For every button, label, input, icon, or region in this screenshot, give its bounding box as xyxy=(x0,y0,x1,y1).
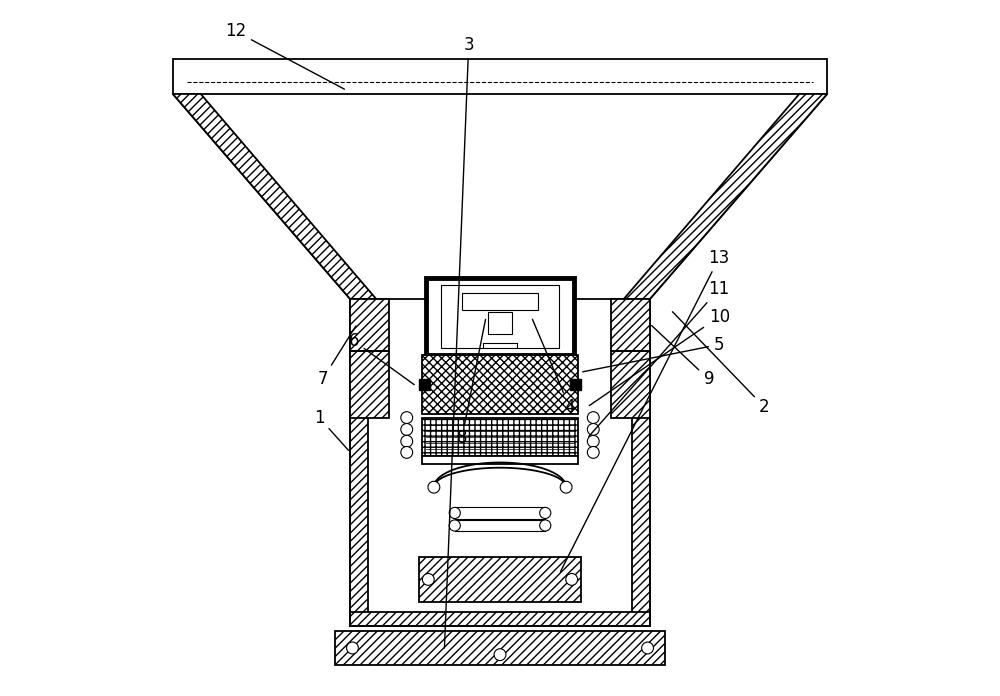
Circle shape xyxy=(401,412,413,423)
Circle shape xyxy=(401,447,413,459)
Bar xyxy=(350,612,650,626)
Circle shape xyxy=(587,423,599,436)
Text: 1: 1 xyxy=(314,409,348,450)
Circle shape xyxy=(587,412,599,423)
Circle shape xyxy=(422,574,434,585)
Circle shape xyxy=(401,436,413,448)
Circle shape xyxy=(587,447,599,459)
Bar xyxy=(350,351,389,418)
Circle shape xyxy=(566,574,578,585)
Circle shape xyxy=(401,423,413,436)
Bar xyxy=(570,379,581,390)
Circle shape xyxy=(587,436,599,448)
Polygon shape xyxy=(624,94,827,299)
Text: 8: 8 xyxy=(456,319,486,448)
Ellipse shape xyxy=(449,520,460,531)
Circle shape xyxy=(428,482,440,493)
Circle shape xyxy=(642,642,653,654)
Text: 10: 10 xyxy=(589,308,730,406)
Bar xyxy=(419,557,581,602)
Text: 7: 7 xyxy=(317,326,356,388)
Bar xyxy=(350,299,650,626)
Text: 6: 6 xyxy=(349,332,414,385)
Bar xyxy=(422,456,578,464)
Bar xyxy=(462,293,538,310)
Text: 12: 12 xyxy=(225,22,344,89)
Text: 3: 3 xyxy=(444,36,474,648)
Bar xyxy=(441,285,559,348)
Text: 2: 2 xyxy=(672,312,770,416)
Ellipse shape xyxy=(540,507,551,519)
Text: 4: 4 xyxy=(532,319,575,416)
Bar xyxy=(426,278,574,355)
Bar xyxy=(173,59,827,94)
Text: 9: 9 xyxy=(652,326,714,388)
Polygon shape xyxy=(173,94,376,299)
Bar xyxy=(422,418,578,456)
Bar xyxy=(611,351,650,418)
Circle shape xyxy=(560,482,572,493)
Bar xyxy=(419,379,430,390)
Bar xyxy=(611,299,650,351)
Text: 5: 5 xyxy=(583,335,724,372)
Circle shape xyxy=(494,649,506,661)
Ellipse shape xyxy=(449,507,460,519)
Bar xyxy=(350,299,368,626)
Text: 13: 13 xyxy=(560,248,730,571)
Bar xyxy=(335,631,665,665)
Circle shape xyxy=(347,642,358,654)
Text: 11: 11 xyxy=(589,280,730,436)
Bar xyxy=(350,299,389,351)
Bar xyxy=(488,313,512,334)
Bar xyxy=(632,299,650,626)
Ellipse shape xyxy=(540,520,551,531)
Bar xyxy=(422,355,578,414)
